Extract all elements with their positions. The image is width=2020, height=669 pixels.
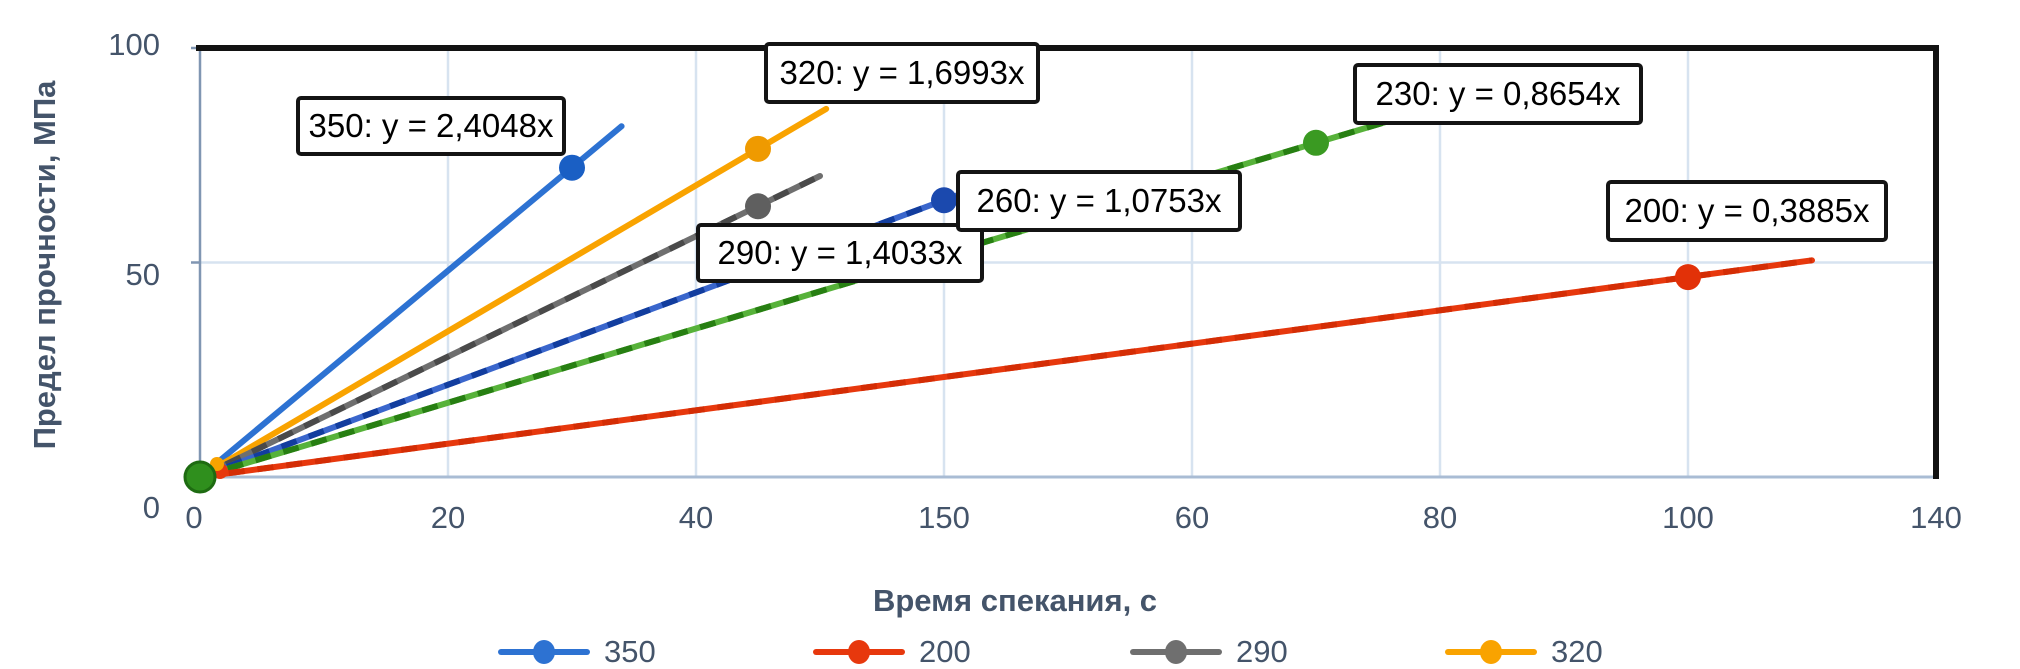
legend-line-marker-icon xyxy=(1130,630,1222,669)
y-tick-label: 50 xyxy=(125,257,160,292)
legend-label: 350 xyxy=(604,634,656,669)
marker-320 xyxy=(745,135,771,162)
marker-230 xyxy=(1303,129,1329,156)
legend-item-200: 200 xyxy=(813,630,971,669)
legend: 350 200 290 320 xyxy=(0,630,2020,669)
legend-dot xyxy=(533,640,555,664)
legend-line-marker-icon xyxy=(498,630,590,669)
legend-item-350: 350 xyxy=(498,630,656,669)
annotation-290: 290: y = 1,4033x xyxy=(696,223,984,283)
series-line-dash-230 xyxy=(199,117,1392,480)
annotation-230: 230: y = 0,8654x xyxy=(1353,63,1643,125)
legend-line-marker-icon xyxy=(813,630,905,669)
x-tick-label: 40 xyxy=(678,500,714,535)
x-tick-label: 20 xyxy=(430,500,466,535)
annotation-260: 260: y = 1,0753x xyxy=(956,170,1242,232)
legend-label: 290 xyxy=(1236,634,1288,669)
legend-dot xyxy=(848,640,870,664)
x-tick-label: 100 xyxy=(1662,500,1714,535)
legend-label: 200 xyxy=(919,634,971,669)
origin-marker-overlap xyxy=(210,457,224,471)
legend-label: 320 xyxy=(1551,634,1603,669)
x-tick-label: 60 xyxy=(1174,500,1210,535)
y-tick-label: 100 xyxy=(108,27,160,62)
series-line-320 xyxy=(197,105,830,480)
legend-item-320: 320 xyxy=(1445,630,1603,669)
origin-marker xyxy=(183,460,217,494)
legend-item-290: 290 xyxy=(1130,630,1288,669)
annotation-350: 350: y = 2,4048x xyxy=(296,96,566,156)
marker-200 xyxy=(1675,264,1701,291)
marker-350 xyxy=(559,154,585,181)
series-line-dash-200 xyxy=(199,257,1813,480)
legend-dot xyxy=(1165,640,1187,664)
x-axis-title: Время спекания, с xyxy=(872,583,1158,618)
series-line-350 xyxy=(197,123,625,480)
annotation-200: 200: y = 0,3885x xyxy=(1606,180,1888,242)
marker-260 xyxy=(931,187,957,214)
marker-290 xyxy=(745,193,771,220)
legend-dot xyxy=(1480,640,1502,664)
x-tick-label: 0 xyxy=(185,500,203,535)
x-tick-label: 150 xyxy=(918,500,970,535)
x-tick-label: 80 xyxy=(1422,500,1458,535)
x-tick-label: 140 xyxy=(1910,500,1962,535)
legend-line-marker-icon xyxy=(1445,630,1537,669)
y-tick-label: 0 xyxy=(142,490,160,525)
annotation-320: 320: y = 1,6993x xyxy=(764,42,1040,104)
